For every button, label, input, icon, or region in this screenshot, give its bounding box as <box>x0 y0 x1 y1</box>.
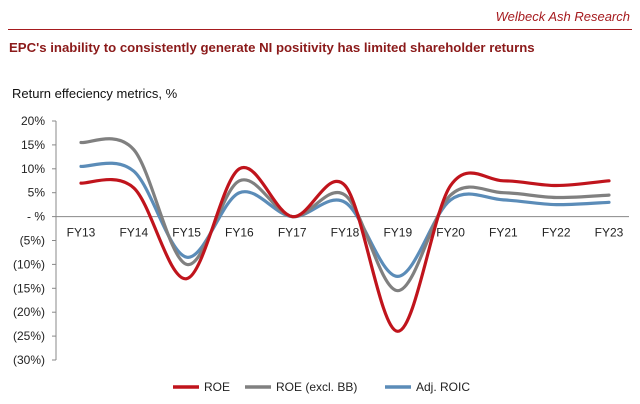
legend-adj-roic-label: Adj. ROIC <box>416 380 470 394</box>
series-line-roe <box>79 165 611 333</box>
y-tick-label: (5%) <box>20 234 45 248</box>
x-tick-label: FY21 <box>489 226 518 240</box>
y-tick-label: (15%) <box>13 281 45 295</box>
x-tick-label: FY14 <box>119 226 148 240</box>
header-rule <box>8 29 632 30</box>
legend-roe-label: ROE <box>204 380 230 394</box>
x-tick-label: FY19 <box>383 226 412 240</box>
legend-roe-excl-bb-label: ROE (excl. BB) <box>276 380 357 394</box>
y-tick-label: 5% <box>28 186 46 200</box>
y-tick-label: 15% <box>21 138 45 152</box>
y-tick-label: (25%) <box>13 329 45 343</box>
y-tick-label: 10% <box>21 162 45 176</box>
x-tick-label: FY15 <box>172 226 201 240</box>
x-tick-label: FY13 <box>67 226 96 240</box>
x-tick-label: FY20 <box>436 226 465 240</box>
series-line-roe-excl-bb <box>79 137 611 293</box>
y-tick-label: (20%) <box>13 305 45 319</box>
series-line-adj-roic <box>79 161 611 279</box>
x-tick-label: FY22 <box>542 226 571 240</box>
brand-name: Welbeck Ash Research <box>495 9 630 24</box>
y-tick-label: 20% <box>21 114 45 128</box>
x-tick-label: FY18 <box>331 226 360 240</box>
y-tick-label: (10%) <box>13 257 45 271</box>
x-tick-label: FY16 <box>225 226 254 240</box>
chart-subtitle: Return effeciency metrics, % <box>12 86 178 101</box>
x-tick-label: FY23 <box>595 226 624 240</box>
y-tick-label: - % <box>27 210 45 224</box>
x-tick-label: FY17 <box>278 226 307 240</box>
y-tick-label: (30%) <box>13 353 45 367</box>
headline: EPC's inability to consistently generate… <box>9 40 535 55</box>
